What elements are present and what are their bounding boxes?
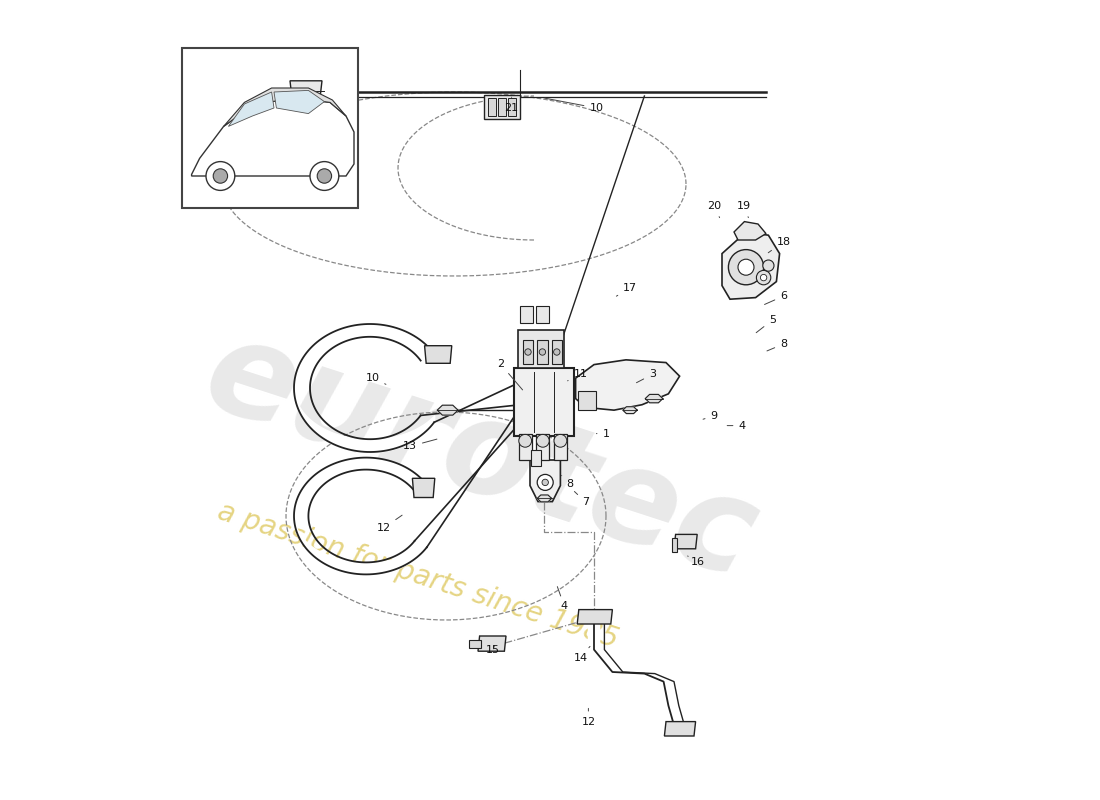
Polygon shape xyxy=(290,81,322,102)
Text: 6: 6 xyxy=(764,291,788,305)
Bar xyxy=(182,48,358,208)
Polygon shape xyxy=(229,92,274,126)
Polygon shape xyxy=(664,722,695,736)
Polygon shape xyxy=(672,538,678,552)
Circle shape xyxy=(542,479,549,486)
Bar xyxy=(484,95,519,119)
Bar xyxy=(554,434,566,460)
Circle shape xyxy=(728,250,763,285)
Bar xyxy=(498,98,506,116)
Text: 12: 12 xyxy=(376,515,403,533)
Text: 8: 8 xyxy=(562,475,573,489)
Polygon shape xyxy=(734,222,766,240)
Bar xyxy=(508,98,516,116)
Bar xyxy=(520,306,534,323)
Circle shape xyxy=(539,349,546,355)
Circle shape xyxy=(213,169,228,183)
Circle shape xyxy=(757,270,771,285)
Text: 4: 4 xyxy=(558,586,568,611)
Polygon shape xyxy=(674,534,697,549)
Bar xyxy=(487,98,496,116)
Text: 19: 19 xyxy=(737,202,750,218)
Circle shape xyxy=(537,474,553,490)
Polygon shape xyxy=(470,640,481,648)
Polygon shape xyxy=(575,360,680,410)
Bar xyxy=(537,434,549,460)
Bar xyxy=(537,340,548,364)
Circle shape xyxy=(760,274,767,281)
Circle shape xyxy=(537,434,549,447)
Polygon shape xyxy=(412,478,434,498)
Circle shape xyxy=(310,162,339,190)
Bar xyxy=(514,368,574,436)
Circle shape xyxy=(525,349,531,355)
Circle shape xyxy=(738,259,754,275)
Text: 3: 3 xyxy=(637,370,656,382)
Text: 13: 13 xyxy=(403,439,437,451)
Polygon shape xyxy=(623,406,637,414)
Text: 14: 14 xyxy=(573,646,590,662)
Bar xyxy=(531,450,541,466)
Text: 17: 17 xyxy=(616,283,637,296)
Polygon shape xyxy=(537,495,551,502)
Text: 21: 21 xyxy=(505,97,519,113)
Polygon shape xyxy=(425,346,452,363)
Bar xyxy=(518,330,564,368)
Text: 11: 11 xyxy=(568,370,587,381)
Circle shape xyxy=(554,434,566,447)
Polygon shape xyxy=(191,98,354,176)
Text: 4: 4 xyxy=(727,421,746,430)
Bar xyxy=(551,340,562,364)
Text: eurotec: eurotec xyxy=(190,307,771,605)
Circle shape xyxy=(762,260,774,271)
Text: 7: 7 xyxy=(574,491,590,507)
Circle shape xyxy=(317,169,331,183)
Polygon shape xyxy=(646,394,663,402)
Text: 16: 16 xyxy=(688,556,705,566)
Bar xyxy=(537,306,549,323)
Circle shape xyxy=(206,162,234,190)
Text: 20: 20 xyxy=(707,202,722,218)
Text: 12: 12 xyxy=(581,708,595,726)
Bar xyxy=(522,340,534,364)
Bar xyxy=(578,391,595,410)
Text: 9: 9 xyxy=(703,411,717,421)
Polygon shape xyxy=(722,232,780,299)
Text: 2: 2 xyxy=(497,359,522,390)
Polygon shape xyxy=(223,88,346,126)
Text: a passion for parts since 1985: a passion for parts since 1985 xyxy=(214,498,622,654)
Text: 8: 8 xyxy=(767,339,788,351)
Text: 1: 1 xyxy=(596,429,609,438)
Bar xyxy=(519,434,531,460)
Text: 10: 10 xyxy=(544,98,604,113)
Polygon shape xyxy=(478,636,506,651)
Circle shape xyxy=(519,434,531,447)
Circle shape xyxy=(553,349,560,355)
Polygon shape xyxy=(578,610,613,624)
Text: 5: 5 xyxy=(756,315,775,333)
Polygon shape xyxy=(530,460,560,502)
Polygon shape xyxy=(437,406,458,415)
Text: 18: 18 xyxy=(768,237,791,253)
Polygon shape xyxy=(274,90,324,114)
Text: 15: 15 xyxy=(485,645,499,654)
Text: 10: 10 xyxy=(365,373,386,384)
